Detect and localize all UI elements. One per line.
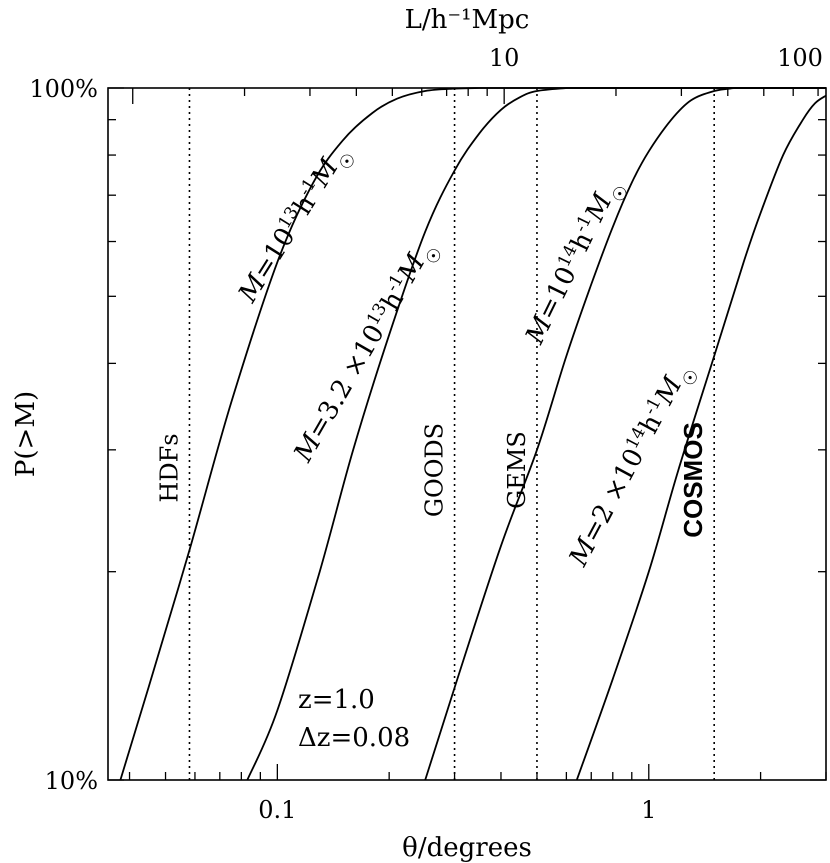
top-tick-label: 10	[489, 44, 520, 72]
survey-label-cosmos: COSMOS	[678, 422, 708, 538]
curve-label-1: M=1013h-1M☉	[231, 139, 361, 313]
y-axis-label: P(>M)	[11, 391, 41, 477]
survey-lines: HDFs GOODS GEMS COSMOS	[155, 88, 715, 780]
curve-series-3	[424, 87, 826, 781]
curve-series-1	[119, 87, 826, 781]
curve-series-4	[575, 94, 827, 781]
mass-curves: M=1013h-1M☉M=3.2 ×1013h-1M☉M=1014h-1M☉M=…	[119, 87, 827, 781]
annotation-redshift: z=1.0	[298, 685, 375, 715]
curve-series-2	[246, 87, 826, 781]
survey-label-gems: GEMS	[503, 431, 531, 509]
x-axis-label: θ/degrees	[402, 833, 532, 863]
y-tick-label: 100%	[29, 75, 98, 103]
axis-ticks	[108, 87, 827, 781]
y-tick-label: 10%	[45, 767, 98, 795]
survey-label-goods: GOODS	[421, 423, 449, 517]
top-axis-label: L/h⁻¹Mpc	[405, 5, 530, 35]
top-tick-label: 100	[777, 44, 823, 72]
tick-labels: 0.1 1 10 100 10% 100%	[29, 44, 823, 824]
x-tick-label: 1	[641, 796, 656, 824]
survey-label-hdfs: HDFs	[155, 433, 183, 502]
annotation-delta-z: Δz=0.08	[298, 723, 410, 753]
x-tick-label: 0.1	[258, 796, 296, 824]
plot-frame	[107, 87, 827, 781]
